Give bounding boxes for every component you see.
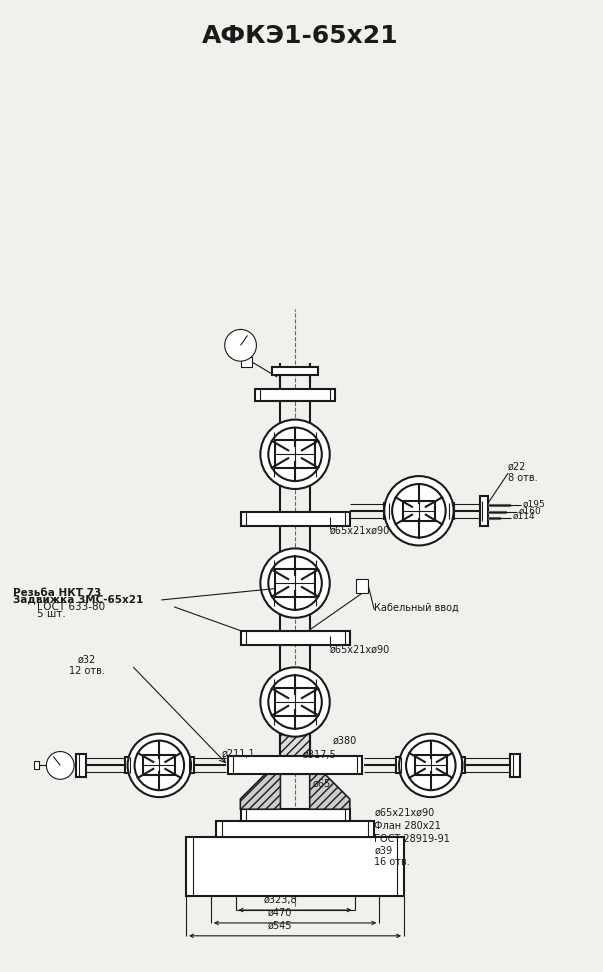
Bar xyxy=(125,757,194,774)
Bar xyxy=(144,755,175,776)
Bar xyxy=(270,596,321,606)
Circle shape xyxy=(46,751,74,780)
Bar xyxy=(275,570,315,597)
Text: ø160: ø160 xyxy=(519,506,541,515)
Text: ø65: ø65 xyxy=(313,779,331,788)
Text: ГОСТ 633-80: ГОСТ 633-80 xyxy=(37,602,106,612)
Bar xyxy=(275,688,315,715)
Bar xyxy=(403,501,435,521)
Bar xyxy=(273,367,318,375)
Bar xyxy=(510,753,520,778)
Circle shape xyxy=(268,676,322,729)
Bar xyxy=(34,761,39,770)
Text: ГОСТ 28919-91: ГОСТ 28919-91 xyxy=(374,834,450,844)
Polygon shape xyxy=(310,775,350,809)
Bar xyxy=(415,755,447,776)
Bar xyxy=(488,510,506,513)
Circle shape xyxy=(260,548,330,618)
Bar xyxy=(270,468,321,477)
Bar xyxy=(256,389,335,400)
Circle shape xyxy=(287,694,303,710)
Bar xyxy=(356,579,368,593)
Circle shape xyxy=(225,330,256,362)
Text: Задвижка ЗМС-65х21: Задвижка ЗМС-65х21 xyxy=(13,595,143,605)
Text: ø545: ø545 xyxy=(268,920,292,931)
Bar xyxy=(270,679,321,689)
Bar xyxy=(270,432,321,441)
Circle shape xyxy=(384,476,453,545)
Text: ø380: ø380 xyxy=(333,736,357,746)
Bar xyxy=(481,496,488,526)
Circle shape xyxy=(268,428,322,481)
Bar xyxy=(270,560,321,571)
Text: ø65х21хø90: ø65х21хø90 xyxy=(330,526,390,536)
Polygon shape xyxy=(241,756,350,809)
Text: ø317,5: ø317,5 xyxy=(303,750,336,760)
Text: АФКЭ1-65х21: АФКЭ1-65х21 xyxy=(201,24,399,49)
Bar xyxy=(241,357,253,367)
Circle shape xyxy=(392,484,446,538)
Text: ø32: ø32 xyxy=(78,654,96,665)
Circle shape xyxy=(399,734,463,797)
Polygon shape xyxy=(241,775,280,809)
Bar xyxy=(396,757,466,774)
Circle shape xyxy=(268,556,322,609)
Bar xyxy=(488,517,500,519)
Text: ø22: ø22 xyxy=(508,461,526,471)
Text: 16 отв.: 16 отв. xyxy=(374,857,410,867)
Text: ø211,1: ø211,1 xyxy=(222,748,256,758)
Text: ø195: ø195 xyxy=(523,500,546,508)
Bar xyxy=(241,512,350,526)
Circle shape xyxy=(260,668,330,737)
Bar xyxy=(275,440,315,469)
Circle shape xyxy=(287,446,303,463)
Text: 12 отв.: 12 отв. xyxy=(69,666,105,677)
Text: Флан 280х21: Флан 280х21 xyxy=(374,820,441,831)
Text: ø39: ø39 xyxy=(374,846,393,855)
Bar xyxy=(241,809,350,821)
Text: ø323,8: ø323,8 xyxy=(264,895,297,905)
Bar xyxy=(280,717,310,775)
Circle shape xyxy=(134,741,184,790)
Bar xyxy=(216,821,374,837)
Circle shape xyxy=(406,741,456,790)
Text: 8 отв.: 8 отв. xyxy=(508,473,538,483)
Text: ø114: ø114 xyxy=(513,512,535,521)
Text: ø470: ø470 xyxy=(268,908,292,918)
Circle shape xyxy=(424,758,438,773)
Text: ø65х21хø90: ø65х21хø90 xyxy=(374,808,435,818)
Text: 5 шт.: 5 шт. xyxy=(37,608,66,619)
Bar xyxy=(384,503,453,519)
Circle shape xyxy=(260,420,330,489)
Circle shape xyxy=(153,758,166,773)
Bar xyxy=(270,714,321,725)
Text: Кабельный ввод: Кабельный ввод xyxy=(374,603,459,613)
Bar xyxy=(228,756,362,775)
Text: ø65х21хø90: ø65х21хø90 xyxy=(330,644,390,654)
Circle shape xyxy=(411,503,427,519)
Bar xyxy=(76,753,86,778)
Bar xyxy=(488,503,510,505)
Bar xyxy=(241,631,350,644)
Circle shape xyxy=(128,734,191,797)
Text: Резьба НКТ 73: Резьба НКТ 73 xyxy=(13,588,101,598)
Circle shape xyxy=(287,575,303,591)
Bar xyxy=(186,837,404,896)
